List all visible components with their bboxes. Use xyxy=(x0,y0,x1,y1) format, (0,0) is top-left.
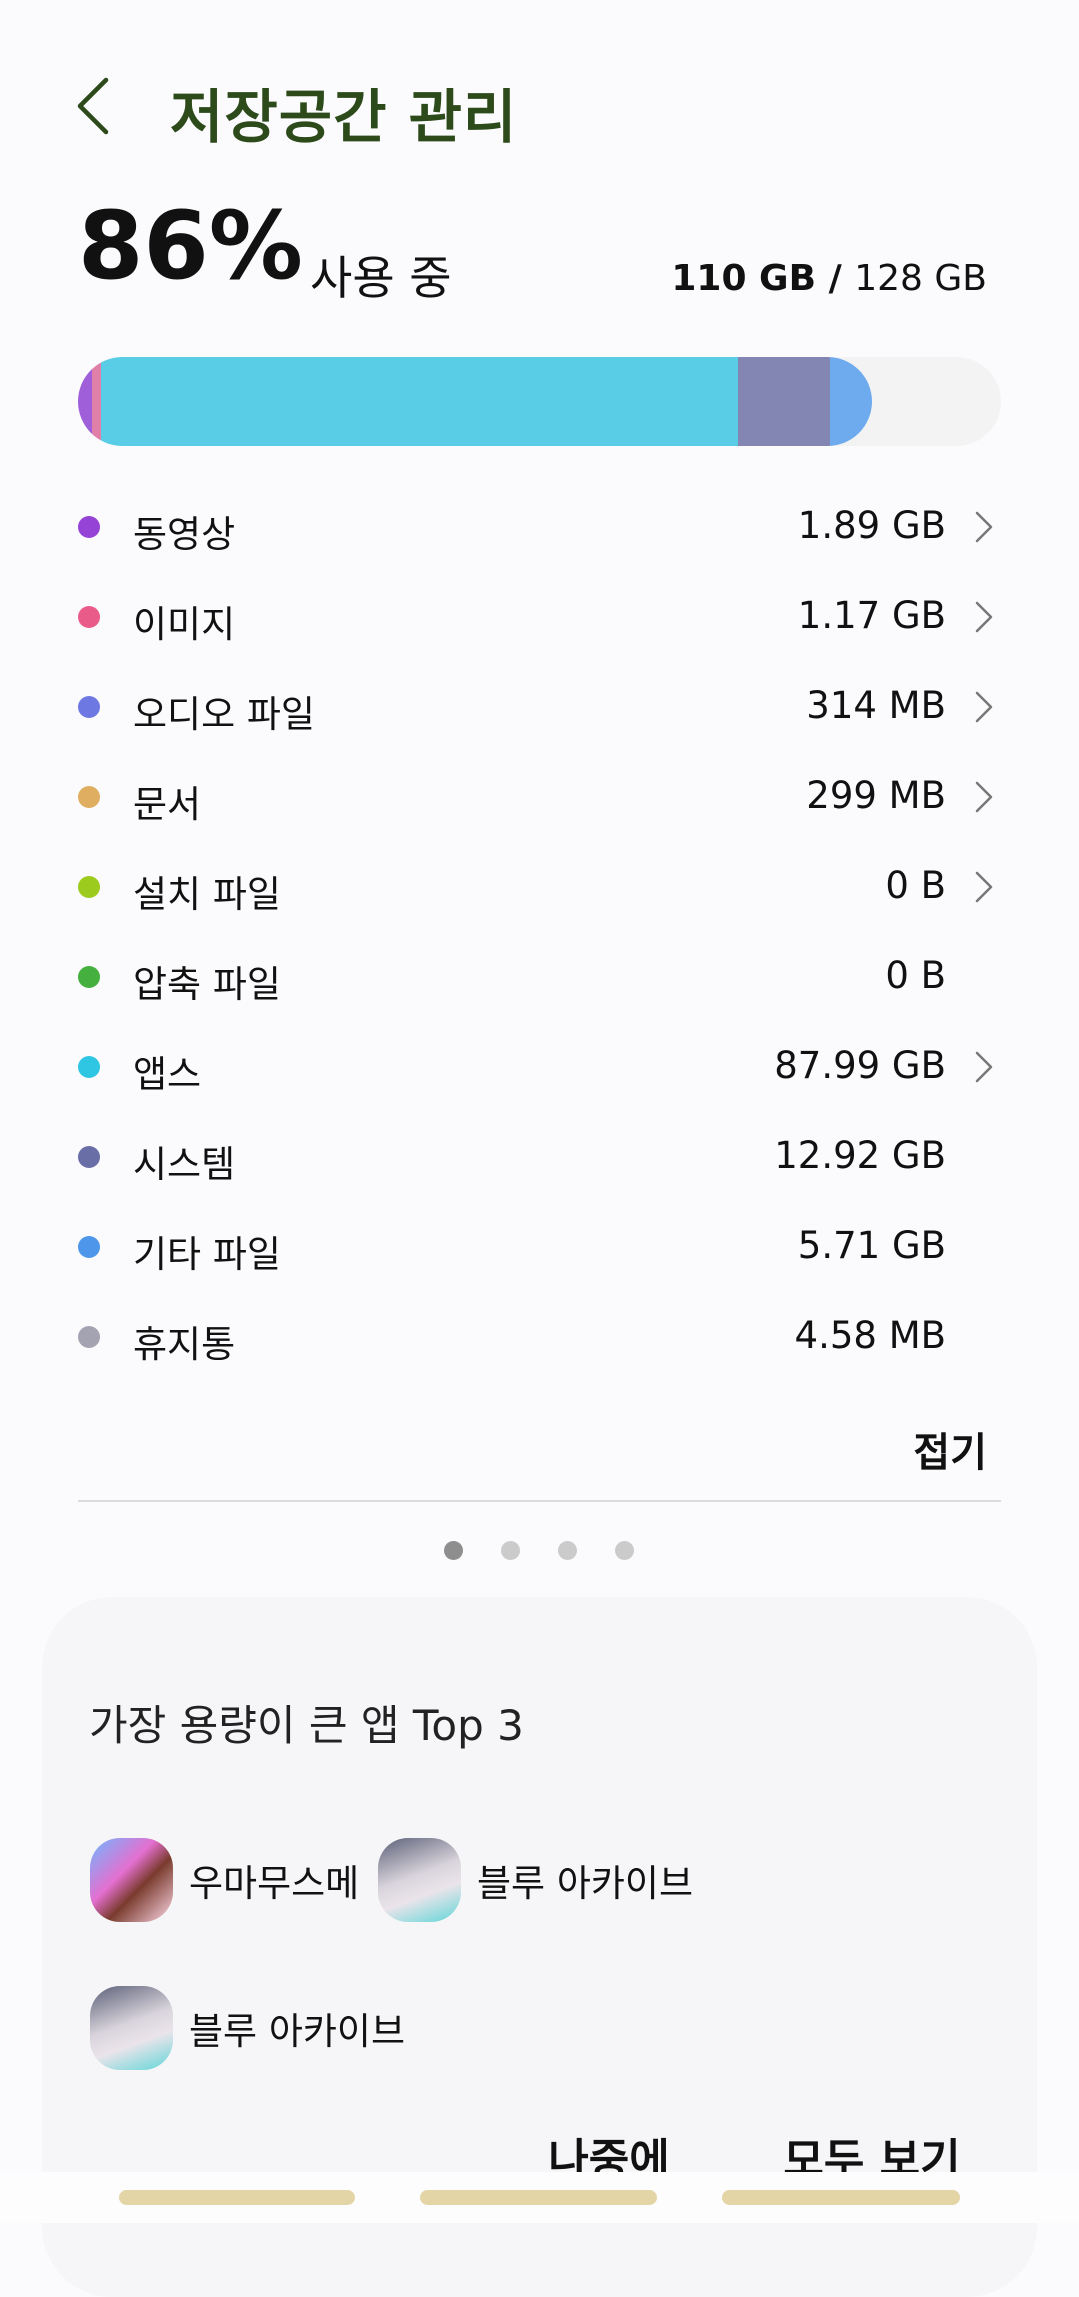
usage-percent: 86% xyxy=(78,192,303,301)
category-size: 87.99 GB xyxy=(774,1044,946,1087)
page-dot[interactable] xyxy=(558,1541,577,1560)
nav-recents-button[interactable] xyxy=(119,2190,355,2205)
chevron-right-icon xyxy=(975,601,993,633)
storage-bar xyxy=(78,357,1001,446)
top-app-item[interactable]: 블루 아카이브 xyxy=(378,1838,693,1922)
page-dot[interactable] xyxy=(501,1541,520,1560)
umamusume-app-icon xyxy=(90,1838,173,1922)
category-label: 동영상 xyxy=(133,513,236,556)
category-color-dot xyxy=(78,786,100,808)
category-label: 압축 파일 xyxy=(133,963,281,1006)
chevron-right-icon xyxy=(975,781,993,813)
nav-home-button[interactable] xyxy=(420,2190,657,2205)
category-label: 휴지통 xyxy=(133,1323,236,1366)
usage-amount: 110 GB / 128 GB xyxy=(671,258,987,299)
category-label: 이미지 xyxy=(133,603,236,646)
chevron-right-icon xyxy=(975,511,993,543)
top-app-item[interactable]: 블루 아카이브 xyxy=(90,1986,405,2070)
collapse-button[interactable]: 접기 xyxy=(913,1430,987,1476)
category-color-dot xyxy=(78,1146,100,1168)
page-dot[interactable] xyxy=(615,1541,634,1560)
chevron-right-icon xyxy=(975,871,993,903)
separator: / xyxy=(816,258,855,299)
page-title: 저장공간 관리 xyxy=(170,83,518,151)
category-size: 4.58 MB xyxy=(794,1314,946,1357)
category-size: 299 MB xyxy=(806,774,946,817)
back-button[interactable] xyxy=(70,74,120,138)
category-row[interactable]: 앱스 87.99 GB xyxy=(0,1020,1079,1110)
storage-bar-segment xyxy=(737,357,831,446)
category-label: 시스템 xyxy=(133,1143,236,1186)
category-label: 오디오 파일 xyxy=(133,693,315,736)
category-color-dot xyxy=(78,516,100,538)
storage-bar-segment xyxy=(91,357,102,446)
storage-bar-segment xyxy=(78,357,92,446)
category-row[interactable]: 문서 299 MB xyxy=(0,750,1079,840)
category-label: 기타 파일 xyxy=(133,1233,281,1276)
category-color-dot xyxy=(78,1056,100,1078)
total-amount: 128 GB xyxy=(854,258,987,299)
chevron-right-icon xyxy=(975,1051,993,1083)
category-row: 시스템 12.92 GB xyxy=(0,1110,1079,1200)
category-row[interactable]: 오디오 파일 314 MB xyxy=(0,660,1079,750)
category-color-dot xyxy=(78,1326,100,1348)
category-row[interactable]: 설치 파일 0 B xyxy=(0,840,1079,930)
category-color-dot xyxy=(78,606,100,628)
category-row: 기타 파일 5.71 GB xyxy=(0,1200,1079,1290)
storage-bar-segment xyxy=(101,357,738,446)
in-use-label: 사용 중 xyxy=(310,251,452,305)
category-size: 314 MB xyxy=(806,684,946,727)
storage-bar-segment xyxy=(830,357,872,446)
category-label: 앱스 xyxy=(133,1053,202,1096)
category-color-dot xyxy=(78,876,100,898)
category-size: 0 B xyxy=(885,954,946,997)
category-size: 1.89 GB xyxy=(797,504,946,547)
category-size: 0 B xyxy=(885,864,946,907)
blue-archive-app-icon xyxy=(378,1838,461,1922)
app-name: 블루 아카이브 xyxy=(477,1862,694,1905)
category-label: 문서 xyxy=(133,783,202,826)
category-color-dot xyxy=(78,966,100,988)
category-row: 휴지통 4.58 MB xyxy=(0,1290,1079,1380)
category-size: 1.17 GB xyxy=(797,594,946,637)
category-size: 5.71 GB xyxy=(797,1224,946,1267)
category-label: 설치 파일 xyxy=(133,873,281,916)
top-app-item[interactable]: 우마무스메 xyxy=(90,1838,359,1922)
top-apps-title: 가장 용량이 큰 앱 Top 3 xyxy=(89,1701,524,1750)
category-row[interactable]: 동영상 1.89 GB xyxy=(0,480,1079,570)
page-dot[interactable] xyxy=(444,1541,463,1560)
category-color-dot xyxy=(78,1236,100,1258)
used-amount: 110 GB xyxy=(671,258,817,299)
category-size: 12.92 GB xyxy=(774,1134,946,1177)
category-color-dot xyxy=(78,696,100,718)
chevron-right-icon xyxy=(975,691,993,723)
category-row: 압축 파일 0 B xyxy=(0,930,1079,1020)
app-name: 블루 아카이브 xyxy=(189,2010,406,2053)
nav-back-button[interactable] xyxy=(722,2190,960,2205)
chevron-left-icon xyxy=(77,77,109,135)
category-row[interactable]: 이미지 1.17 GB xyxy=(0,570,1079,660)
blue-archive-app-icon xyxy=(90,1986,173,2070)
storage-bar-fill xyxy=(78,357,872,446)
divider xyxy=(78,1500,1001,1502)
app-name: 우마무스메 xyxy=(189,1862,360,1905)
